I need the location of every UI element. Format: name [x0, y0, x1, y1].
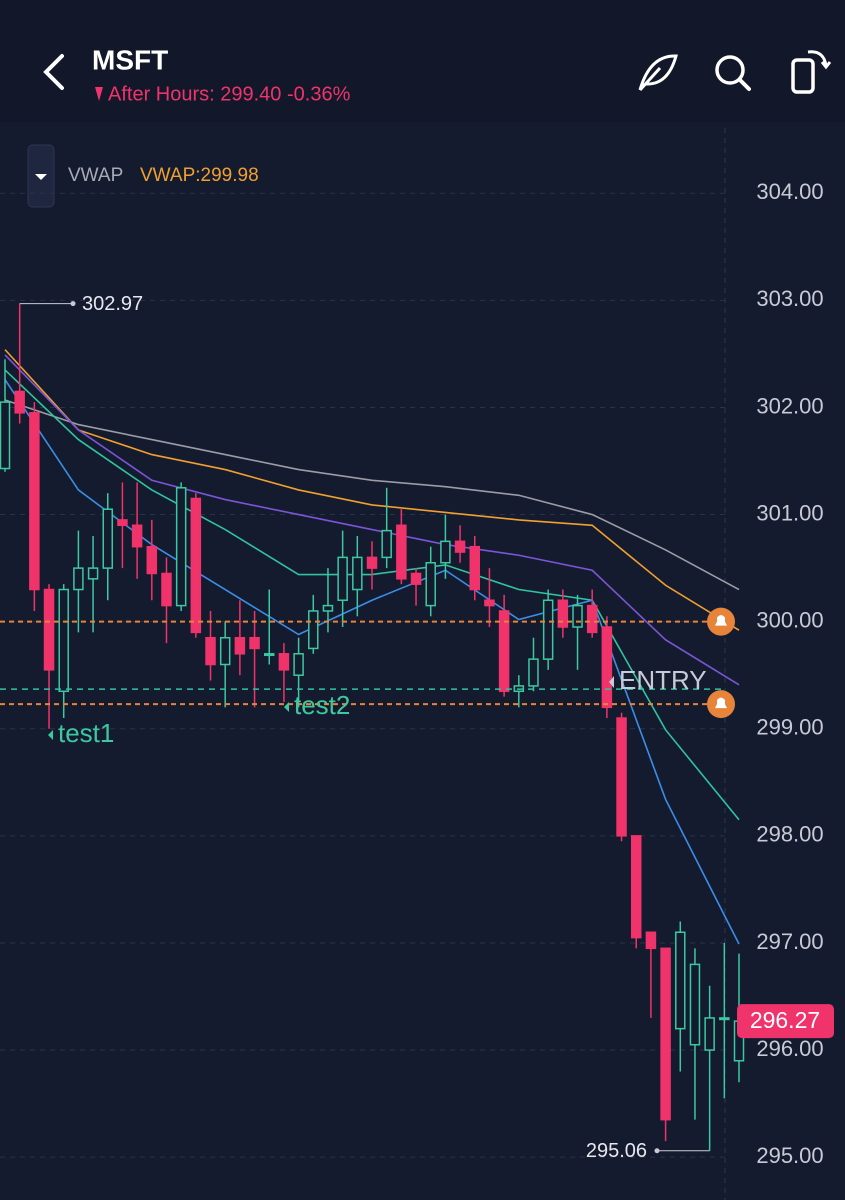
symbol: MSFT [92, 44, 168, 75]
bell-icon [715, 615, 727, 626]
last-price-label: 296.27 [750, 1007, 820, 1033]
candle-body [425, 562, 436, 607]
bell-icon [715, 697, 727, 709]
last-price-tag [737, 1004, 834, 1039]
high-marker-dot [70, 301, 76, 307]
y-tick-label: 297.00 [756, 929, 823, 954]
y-tick-label: 295.00 [756, 1143, 823, 1168]
candle-body [322, 604, 334, 612]
low-marker-dot [654, 1148, 660, 1154]
candle-body [601, 626, 613, 709]
candle-body [366, 556, 378, 569]
moving-average [4, 399, 740, 591]
candle-body [0, 401, 11, 470]
y-tick-label: 302.00 [756, 393, 823, 418]
annotation: test1 [58, 718, 114, 748]
moving-average [4, 379, 740, 945]
y-tick-label: 298.00 [756, 822, 823, 847]
candle-body [352, 556, 363, 591]
header-bar [0, 0, 845, 122]
candle-body [586, 604, 598, 634]
moving-average [4, 349, 740, 631]
back-button[interactable] [43, 54, 64, 90]
candle-body [308, 610, 319, 650]
candle-body [410, 572, 422, 585]
candle-body [557, 599, 569, 628]
candle-body [249, 636, 260, 650]
annotation-pointer [48, 730, 53, 740]
entry-pointer [609, 676, 614, 688]
rotate-button[interactable] [791, 50, 832, 94]
candle-body [205, 636, 216, 666]
y-tick-label: 300.00 [756, 607, 823, 632]
candle-body [293, 653, 304, 676]
candle-body [704, 1017, 715, 1051]
y-tick-label: 299.00 [756, 715, 823, 740]
candle-body [161, 572, 172, 607]
candle-body [102, 508, 114, 569]
candle-body [396, 524, 407, 580]
candle-body [58, 588, 69, 693]
annotation-pointer [284, 702, 289, 712]
down-marker [95, 87, 103, 101]
candle-body [263, 653, 275, 657]
candle-body [190, 497, 202, 634]
moving-average [4, 354, 740, 686]
candle-body [484, 599, 495, 607]
toggle-arrow [35, 174, 47, 180]
candle-body [440, 540, 451, 564]
candle-body [689, 963, 701, 1046]
candle-body [43, 588, 55, 671]
candle-body [219, 636, 231, 666]
y-tick-label: 304.00 [756, 179, 823, 204]
candle-body [469, 545, 481, 591]
entry-label: ENTRY [619, 665, 707, 695]
candle-body [337, 556, 348, 601]
candle-body [719, 1017, 730, 1021]
candle-body [528, 658, 539, 687]
candle-body [454, 540, 466, 553]
candle-body [234, 636, 246, 655]
candle-body [498, 610, 510, 693]
after-hours: After Hours: 299.40 -0.36% [108, 83, 351, 105]
candle-body [645, 931, 657, 950]
candle-body [572, 604, 583, 628]
candle-body [616, 717, 627, 837]
candle-body [175, 487, 187, 607]
candle-body [381, 529, 392, 559]
candle-body [660, 947, 671, 1121]
candle-body [675, 931, 686, 1030]
candle-body [117, 519, 128, 527]
candle-body [542, 599, 554, 660]
annotation: test2 [294, 690, 350, 720]
candle-body [87, 567, 99, 580]
candle-body [131, 524, 143, 548]
indicator-name: VWAP [68, 165, 123, 186]
low-marker-label: 295.06 [586, 1140, 647, 1162]
candle-body [73, 567, 84, 591]
y-tick-label: 301.00 [756, 500, 823, 525]
candle-body [630, 835, 642, 939]
candle-body [146, 545, 158, 575]
draw-button[interactable] [638, 54, 678, 92]
indicator-value: VWAP:299.98 [140, 165, 259, 186]
candle-body [278, 653, 290, 671]
candle-body [14, 390, 25, 414]
high-marker-label: 302.97 [82, 293, 143, 315]
y-tick-label: 303.00 [756, 286, 823, 311]
candle-body [29, 412, 40, 591]
search-button[interactable] [715, 55, 751, 91]
y-tick-label: 296.00 [756, 1036, 823, 1061]
